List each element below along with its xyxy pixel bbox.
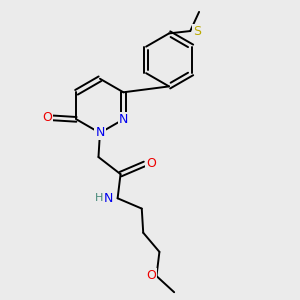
Text: N: N — [104, 192, 113, 205]
Text: O: O — [146, 269, 156, 282]
Text: O: O — [42, 111, 52, 124]
Text: O: O — [146, 157, 156, 170]
Text: N: N — [95, 126, 105, 140]
Text: S: S — [193, 25, 201, 38]
Text: N: N — [119, 113, 128, 126]
Text: H: H — [95, 193, 103, 203]
